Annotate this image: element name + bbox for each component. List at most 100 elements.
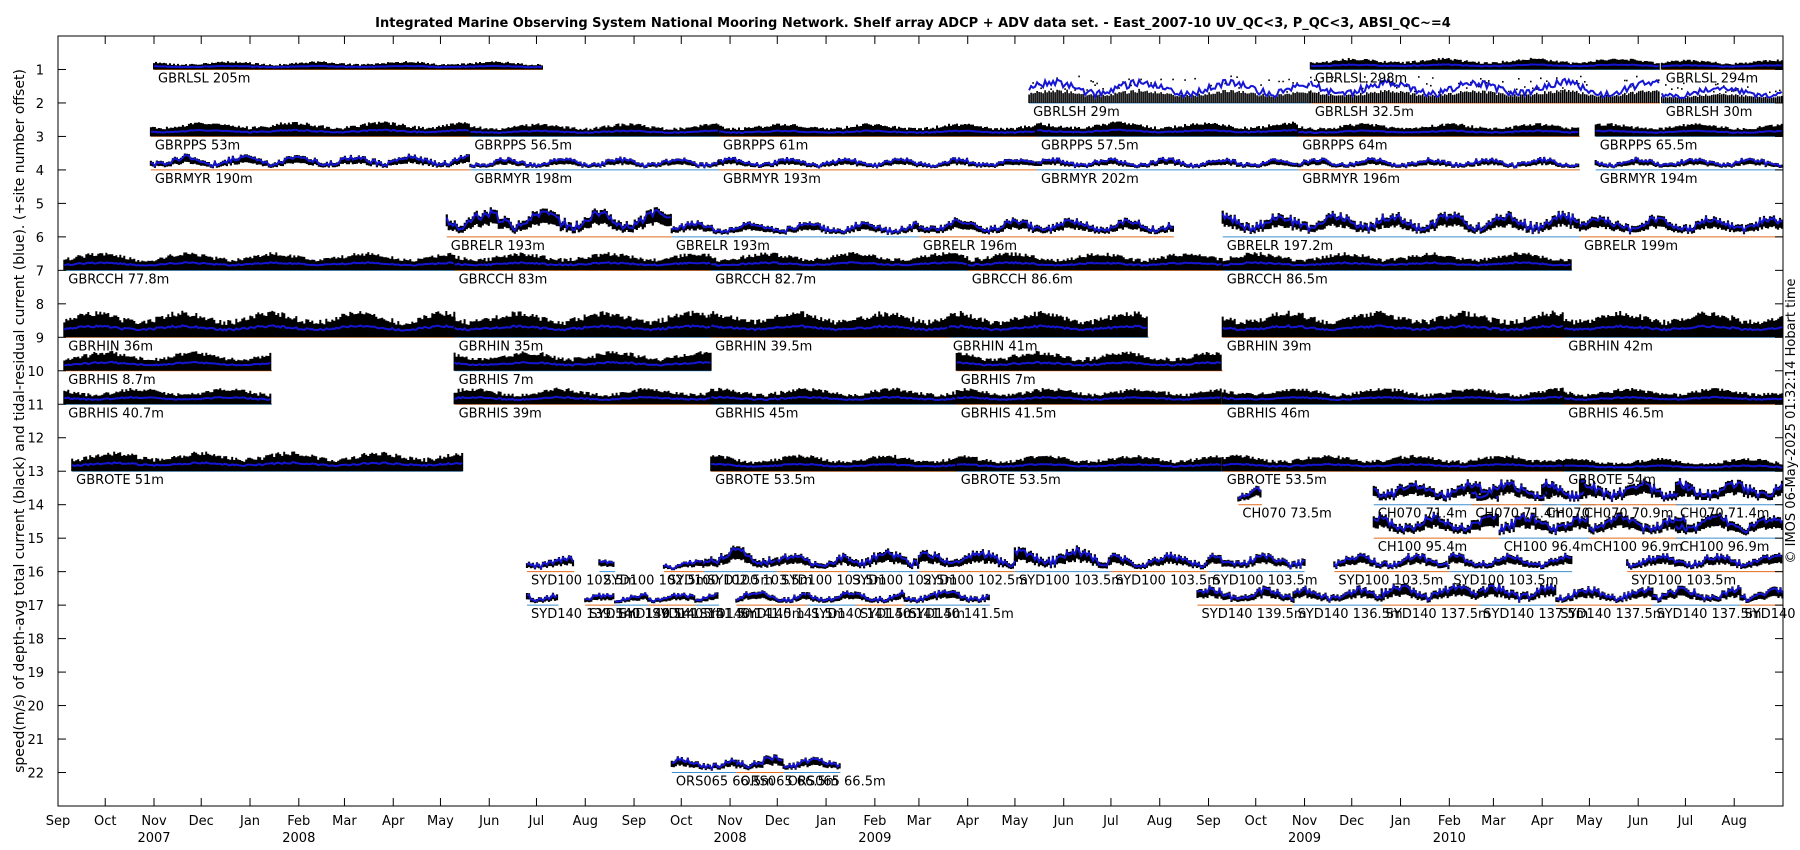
series-44 xyxy=(710,454,957,472)
series-label: GBRPPS 64m xyxy=(1302,138,1387,153)
series-46 xyxy=(1221,454,1565,472)
series-residual-current xyxy=(918,217,1173,234)
series-residual-current xyxy=(445,208,672,233)
series-3 xyxy=(1028,75,1311,104)
series-8 xyxy=(718,123,1037,137)
series-63 xyxy=(847,548,920,573)
series-18 xyxy=(445,207,672,238)
series-residual-current xyxy=(695,592,718,602)
series-89 xyxy=(782,756,841,774)
series-label: ORS065 66.5m xyxy=(788,775,886,790)
series-total-current xyxy=(1310,75,1660,103)
series-total-current xyxy=(1221,387,1564,405)
series-residual-current xyxy=(1588,513,1687,534)
series-total-current xyxy=(710,311,949,338)
series-57 xyxy=(1674,512,1784,539)
series-residual-current xyxy=(1222,462,1563,469)
series-residual-current xyxy=(1675,513,1783,534)
series-residual-current xyxy=(1471,479,1557,500)
series-label: GBRHIS 7m xyxy=(961,373,1036,388)
x-tick-label: Dec xyxy=(765,814,790,829)
series-25 xyxy=(710,252,969,271)
series-residual-current xyxy=(63,324,455,332)
series-label: SYD100 103.5m xyxy=(1338,574,1443,589)
x-tick-label: Mar xyxy=(1481,814,1506,829)
series-residual-current xyxy=(1014,546,1112,569)
series-residual-current xyxy=(710,324,948,332)
series-total-current xyxy=(63,252,456,271)
series-label: GBRPPS 61m xyxy=(723,138,808,153)
series-residual-current xyxy=(735,755,783,770)
series-62 xyxy=(776,552,849,573)
series-23 xyxy=(63,252,456,271)
series-0 xyxy=(153,61,543,70)
series-31 xyxy=(947,311,1149,338)
series-label: GBRHIN 42m xyxy=(1568,339,1653,354)
series-17 xyxy=(1594,156,1783,171)
series-74 xyxy=(647,592,696,606)
series-label: GBRLSL 294m xyxy=(1666,71,1758,86)
series-label: GBRLSH 32.5m xyxy=(1315,105,1414,120)
series-residual-current xyxy=(904,589,990,603)
x-tick-label: Aug xyxy=(573,814,598,829)
year-label: 2009 xyxy=(858,831,891,846)
x-tick-label: Mar xyxy=(332,814,357,829)
series-label: GBRHIS 45m xyxy=(715,406,798,421)
plot-frame xyxy=(57,35,1784,807)
series-13 xyxy=(469,156,720,171)
series-label: SYD100 103.5m xyxy=(1019,574,1124,589)
series-label: SYD140 141.5m xyxy=(811,607,916,622)
y-tick-label: 18 xyxy=(27,633,44,648)
series-residual-current xyxy=(1563,464,1783,469)
series-label: CH100 96.9m xyxy=(1593,540,1682,555)
series-residual-current xyxy=(671,756,736,771)
series-residual-current xyxy=(648,592,695,603)
y-tick-label: 16 xyxy=(27,566,44,581)
series-residual-current xyxy=(1310,63,1659,68)
series-14 xyxy=(717,156,1037,171)
series-residual-current xyxy=(1498,513,1589,536)
series-label: GBRHIN 39m xyxy=(1227,339,1312,354)
x-tick-label: Jul xyxy=(1677,814,1694,829)
series-label: GBRHIN 35m xyxy=(459,339,544,354)
series-label: SYD100 103.5m xyxy=(707,574,812,589)
series-label: GBRHIS 7m xyxy=(459,373,534,388)
series-label: GBRCCH 83m xyxy=(459,272,548,287)
series-48 xyxy=(1237,485,1263,506)
y-tick-label: 7 xyxy=(36,264,44,279)
series-residual-current xyxy=(1626,552,1782,570)
series-total-current xyxy=(469,123,720,137)
series-residual-current xyxy=(1661,63,1782,68)
series-40 xyxy=(955,388,1223,405)
series-residual-current xyxy=(855,589,905,603)
x-tick-label: Nov xyxy=(1292,814,1318,829)
series-42 xyxy=(1563,388,1784,405)
series-total-current xyxy=(1563,388,1784,405)
series-label: ORS065 66.5m xyxy=(676,775,774,790)
series-60 xyxy=(662,559,704,573)
series-label: CH100 96.4m xyxy=(1504,540,1593,555)
series-64 xyxy=(917,549,1016,573)
series-label: GBRHIS 46.5m xyxy=(1568,406,1664,421)
series-26 xyxy=(966,252,1223,271)
series-label: CH070 71.4m xyxy=(1680,507,1769,522)
series-residual-current xyxy=(1556,585,1653,603)
year-label: 2007 xyxy=(137,831,170,846)
series-total-current xyxy=(1674,478,1784,501)
series-label: SYD100 102.5m xyxy=(668,574,773,589)
series-85 xyxy=(1651,585,1742,606)
series-residual-current xyxy=(469,156,720,169)
x-tick-label: Mar xyxy=(907,814,932,829)
series-label: SYD100 103.5m xyxy=(1115,574,1220,589)
series-label: SYD140 137.5m xyxy=(1386,607,1491,622)
series-56 xyxy=(1588,512,1687,539)
x-tick-label: Nov xyxy=(141,814,167,829)
series-total-current xyxy=(63,310,456,338)
series-residual-current xyxy=(1298,156,1579,169)
series-residual-current xyxy=(1660,85,1783,100)
series-label: GBRHIN 39.5m xyxy=(715,339,812,354)
x-tick-label: Oct xyxy=(1244,814,1266,829)
series-label: SYD140 141.5m xyxy=(909,607,1014,622)
series-residual-current xyxy=(64,395,271,402)
series-residual-current xyxy=(719,156,1036,169)
